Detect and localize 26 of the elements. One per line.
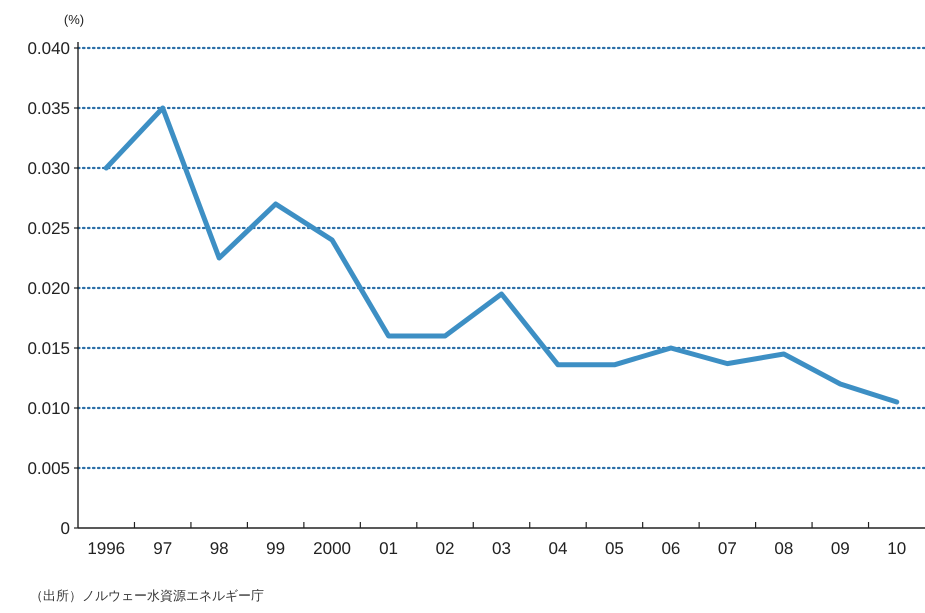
x-tick-label: 01 (379, 539, 398, 558)
x-tick-label: 09 (830, 539, 850, 558)
y-axis-title: (%) (64, 12, 84, 27)
x-tick-label: 03 (492, 539, 511, 558)
x-tick-label: 02 (436, 539, 454, 558)
x-tick-label: 98 (210, 539, 229, 558)
y-tick-label: 0.010 (27, 399, 70, 418)
text: （出所）ノルウェー水資源エネルギー庁 (30, 588, 264, 603)
x-tick-label: 05 (604, 539, 624, 558)
x-tick-label: 08 (774, 539, 794, 558)
x-tick-label: 07 (718, 539, 737, 558)
y-tick-label: 0.005 (27, 459, 70, 478)
y-tick-label: 0.030 (27, 159, 70, 178)
y-tick-label: 0.025 (27, 219, 70, 238)
x-tick-label: 10 (887, 539, 906, 558)
y-tick-label: 0 (60, 519, 70, 538)
x-tick-label: 99 (266, 539, 286, 558)
y-tick-label: 0.020 (27, 279, 70, 298)
y-tick-label: 0.040 (27, 39, 70, 58)
x-tick-label: 06 (661, 539, 680, 558)
y-tick-label: 0.035 (27, 99, 70, 118)
y-tick-label: 0.015 (27, 339, 70, 358)
x-tick-label: 2000 (313, 539, 352, 558)
x-tick-label: 97 (153, 539, 172, 558)
x-tick-label: 04 (548, 539, 568, 558)
x-tick-label: 1996 (87, 539, 126, 558)
